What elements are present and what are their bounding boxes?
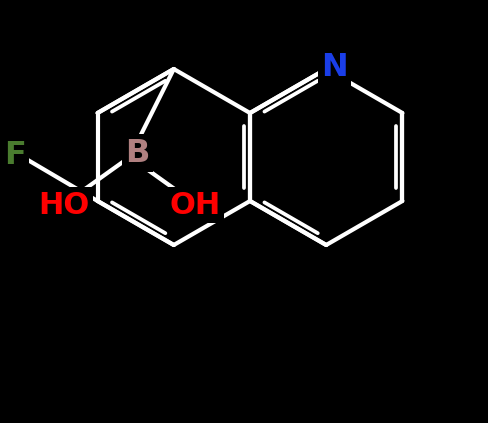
Text: OH: OH — [169, 190, 221, 220]
Text: F: F — [4, 140, 26, 170]
Text: B: B — [125, 137, 150, 168]
Text: N: N — [320, 52, 347, 82]
Text: HO: HO — [39, 190, 90, 220]
